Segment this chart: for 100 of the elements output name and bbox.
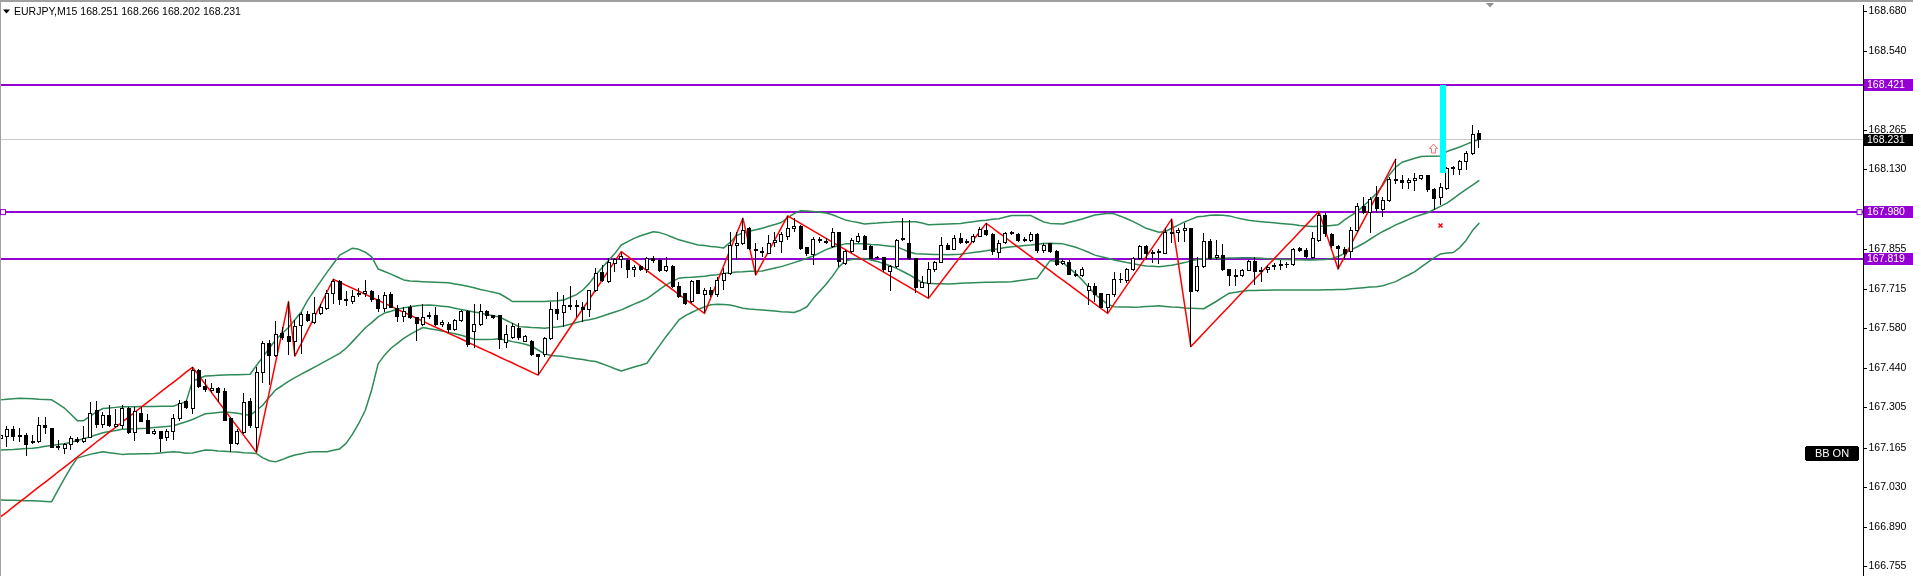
candlestick [132,406,137,442]
y-tick-label: 166.890 [1868,519,1907,532]
candlestick [504,324,509,349]
candlestick [766,234,771,254]
candlestick [1476,129,1481,149]
candlestick [612,257,617,273]
candlestick [56,439,61,451]
candlestick [1086,282,1091,306]
candlestick [824,237,829,245]
candlestick [1060,258,1065,266]
candlestick [324,289,329,311]
candlestick [996,239,1001,259]
candlestick [600,264,605,283]
candlestick [113,408,118,429]
candlestick [580,301,585,323]
candlestick [1156,248,1161,265]
candlestick [734,231,739,261]
candlestick [1092,282,1097,303]
y-tick-label: 167.715 [1868,282,1907,295]
candlestick [1035,232,1040,254]
candlestick [24,432,29,457]
candlestick [356,287,361,298]
candlestick [772,231,777,248]
candlestick [574,299,579,318]
candlestick [36,416,41,444]
candlestick [1368,196,1373,234]
candlestick [331,278,336,305]
candlestick [830,227,835,249]
candlestick [1214,239,1219,261]
ref-line-label: 167.980 [1867,205,1906,218]
candlestick [715,276,720,298]
candlestick [1432,187,1437,211]
line-series [0,222,1480,503]
candlestick [286,301,291,356]
candlestick [267,339,272,386]
candlestick [753,242,758,276]
y-tick-label: 167.855 [1868,241,1907,254]
candlestick [107,404,112,428]
candlestick [1464,150,1469,171]
candlestick [158,430,163,453]
candlestick [811,236,816,266]
candlestick [1323,212,1328,238]
candlestick [216,386,221,403]
candlestick [990,232,995,256]
candlestick [1272,262,1277,271]
candlestick [1412,172,1417,192]
candlestick [1387,176,1392,203]
candlestick [568,285,573,311]
candlestick [382,291,387,313]
candlestick [625,257,630,279]
candlestick [907,219,912,261]
candlestick [433,306,438,327]
candlestick [593,267,598,293]
candlestick [785,215,790,241]
y-tick-label: 168.680 [1868,3,1907,16]
candlestick [1112,271,1117,298]
candlestick [664,256,669,273]
y-tick-label: 167.030 [1868,479,1907,492]
candlestick [536,353,541,376]
candlestick [632,264,637,278]
candlestick [888,264,893,292]
candlestick [420,303,425,327]
y-tick-label: 167.305 [1868,400,1907,413]
candlestick [126,406,131,435]
candlestick [1393,158,1398,185]
ref-line-label: 167.819 [1867,251,1906,264]
candlestick [1380,196,1385,218]
candlestick [1176,227,1181,243]
candlestick [1195,256,1200,293]
candlestick [1374,185,1379,214]
candlestick [926,261,931,299]
candlestick [1470,124,1475,156]
candlestick [1438,182,1443,206]
chart-title: EURJPY,M15 168.251 168.266 168.202 168.231 [14,4,242,17]
candlestick [171,413,176,441]
candlestick [702,287,707,314]
candlestick [1163,227,1168,255]
candlestick [670,264,675,289]
candlestick [1220,243,1225,272]
candlestick [280,326,285,341]
candlestick [542,336,547,358]
candlestick [120,404,125,430]
candlestick [177,399,182,422]
candlestick [689,279,694,304]
candlestick [721,267,726,291]
candlestick [798,224,803,251]
candlestick [1336,244,1341,270]
candlestick [1355,202,1360,233]
candlestick [440,319,445,328]
candlestick [984,222,989,237]
candlestick [344,290,349,307]
y-tick-label: 168.540 [1868,44,1907,57]
candlestick [292,319,297,357]
candlestick [900,217,905,242]
candlestick [760,246,765,258]
line-series [0,158,1397,518]
candlestick [196,368,201,389]
candlestick [1252,256,1257,286]
candlestick [1444,166,1449,191]
candlestick [337,279,342,306]
